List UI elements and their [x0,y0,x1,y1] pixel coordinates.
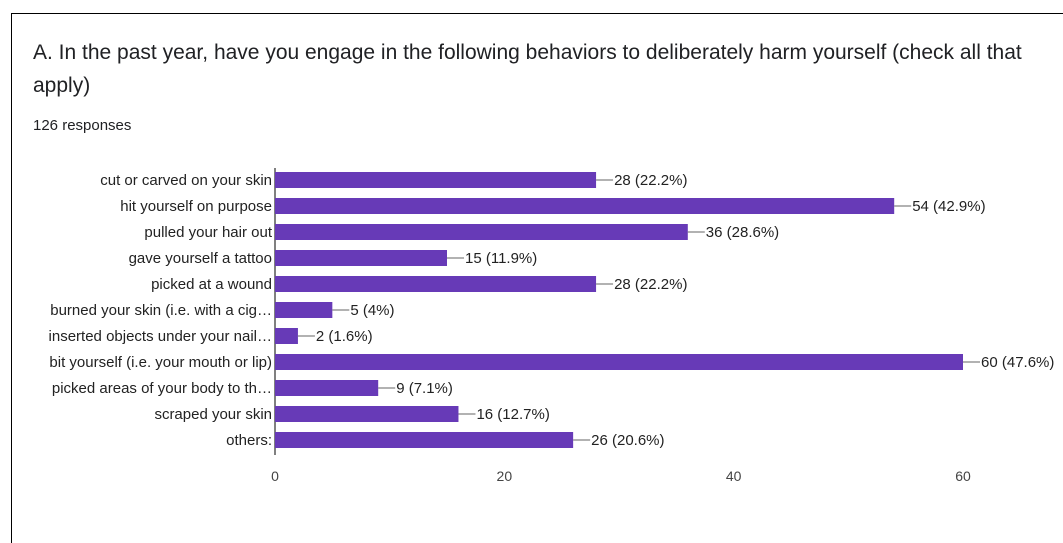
data-label: 5 (4%) [350,302,394,319]
bar [275,380,379,396]
category-label: bit yourself (i.e. your mouth or lip) [49,354,272,371]
x-tick-label: 40 [726,468,742,484]
data-label: 15 (11.9%) [465,250,537,267]
question-title: A. In the past year, have you engage in … [33,41,1022,97]
category-label: others: [226,432,272,449]
category-label: hit yourself on purpose [120,198,272,215]
category-label: picked at a wound [151,276,272,293]
response-count: 126 responses [33,117,132,134]
bar [275,250,447,266]
data-label: 28 (22.2%) [614,276,687,293]
bar [275,172,597,188]
data-label: 60 (47.6%) [981,354,1054,371]
x-tick-label: 0 [271,468,279,484]
x-tick-label: 60 [955,468,971,484]
category-label: scraped your skin [154,406,272,423]
bar [275,432,574,448]
bar [275,302,333,318]
data-label: 9 (7.1%) [396,380,453,397]
category-label: burned your skin (i.e. with a cig… [50,302,272,319]
data-label: 54 (42.9%) [912,198,985,215]
data-label: 28 (22.2%) [614,172,687,189]
bar [275,328,298,344]
data-label: 36 (28.6%) [706,224,779,241]
category-label: cut or carved on your skin [100,172,272,189]
x-tick-label: 20 [497,468,513,484]
category-label: picked areas of your body to th… [52,380,272,397]
category-label: gave yourself a tattoo [129,250,272,267]
question-card [11,13,1063,543]
bar [275,224,688,240]
data-label: 16 (12.7%) [476,406,549,423]
category-label: inserted objects under your nail… [49,328,272,345]
bar [275,406,459,422]
data-label: 2 (1.6%) [316,328,373,345]
bar [275,354,963,370]
category-label: pulled your hair out [144,224,272,241]
data-label: 26 (20.6%) [591,432,664,449]
bar [275,198,895,214]
bar [275,276,597,292]
